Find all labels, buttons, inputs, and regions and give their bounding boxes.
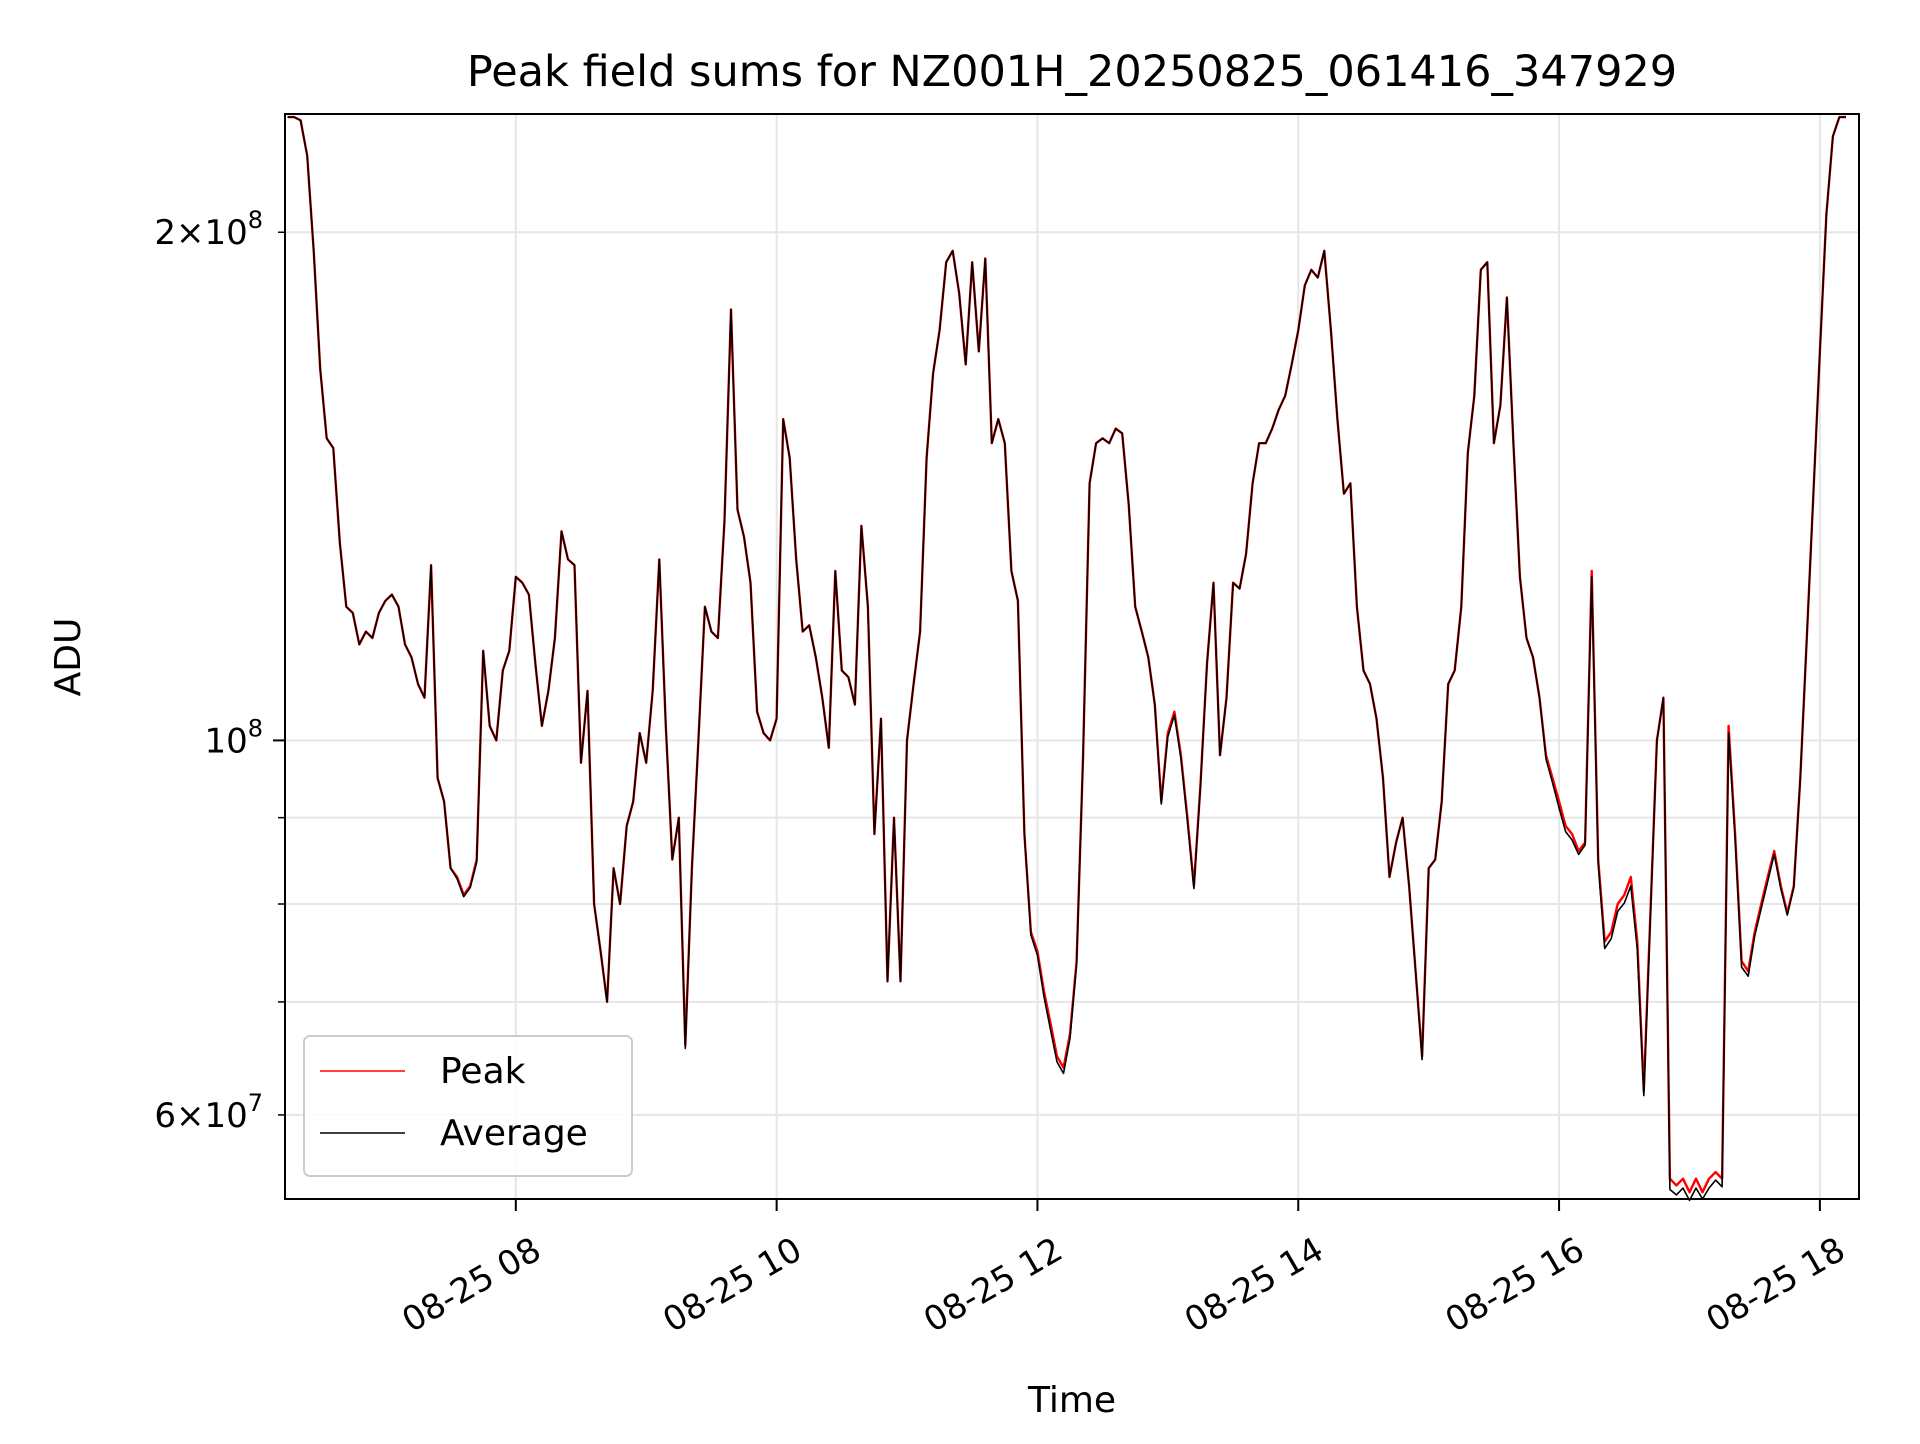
legend-label-average: Average (440, 1113, 588, 1154)
series-line-peak (287, 115, 1846, 1194)
x-tick-label: 08-25 16 (1439, 1230, 1591, 1341)
y-minor-tick-label: 2×108 (154, 206, 263, 253)
plot-frame (284, 113, 1860, 1200)
chart-title: Peak field sums for NZ001H_20250825_0614… (467, 47, 1677, 97)
x-tick-label: 08-25 08 (396, 1230, 548, 1341)
x-tick-label: 08-25 10 (656, 1230, 808, 1341)
series-layer (287, 115, 1846, 1202)
legend: Peak Average (303, 1035, 633, 1177)
legend-label-peak: Peak (440, 1051, 526, 1092)
x-axis-label: Time (1027, 1380, 1116, 1421)
y-tick-label: 108 (204, 714, 263, 761)
y-minor-tick-label: 6×107 (154, 1089, 263, 1136)
series-line-average (287, 116, 1846, 1202)
x-tick-label: 08-25 12 (917, 1230, 1069, 1341)
y-axis: 108 6×107 2×108 (154, 206, 285, 1136)
x-axis: 08-25 08 08-25 10 08-25 12 08-25 14 08-25 16… (396, 1199, 1852, 1341)
x-tick-label: 08-25 14 (1178, 1230, 1330, 1341)
x-tick-label: 08-25 18 (1700, 1230, 1852, 1341)
y-axis-label: ADU (48, 618, 89, 697)
